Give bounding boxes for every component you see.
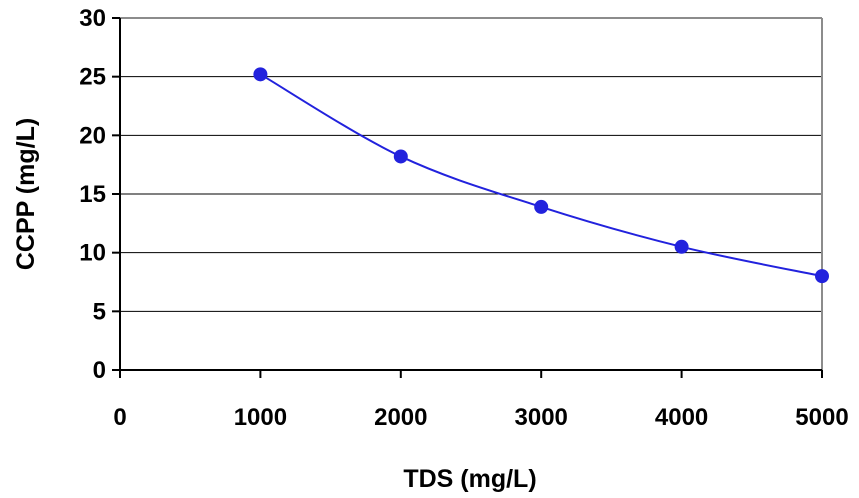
y-tick-label: 5 xyxy=(93,298,106,325)
x-tick-label: 5000 xyxy=(795,404,848,431)
x-tick-label: 0 xyxy=(113,404,126,431)
x-tick-label: 1000 xyxy=(234,404,287,431)
x-axis-title: TDS (mg/L) xyxy=(403,465,536,493)
data-point xyxy=(815,269,829,284)
y-axis-title: CCPP (mg/L) xyxy=(12,118,40,270)
data-point xyxy=(534,199,549,214)
x-tick-label: 3000 xyxy=(515,404,568,431)
y-tick-label: 10 xyxy=(79,240,106,267)
gridlines xyxy=(120,17,822,312)
y-tick-label: 20 xyxy=(79,122,106,149)
x-axis-ticks: 0 1000 2000 3000 4000 5000 xyxy=(113,370,849,431)
y-tick-label: 0 xyxy=(93,357,106,384)
y-tick-label: 30 xyxy=(79,5,106,32)
data-point xyxy=(253,67,268,82)
series-layer xyxy=(253,67,829,284)
data-point xyxy=(393,149,408,164)
y-tick-label: 25 xyxy=(79,64,106,91)
series-line xyxy=(259,73,823,278)
x-tick-label: 2000 xyxy=(374,404,427,431)
y-tick-label: 15 xyxy=(79,181,106,208)
data-point xyxy=(674,239,689,254)
y-axis-ticks: 0 5 10 15 20 25 30 xyxy=(79,5,120,384)
x-tick-label: 4000 xyxy=(655,404,708,431)
